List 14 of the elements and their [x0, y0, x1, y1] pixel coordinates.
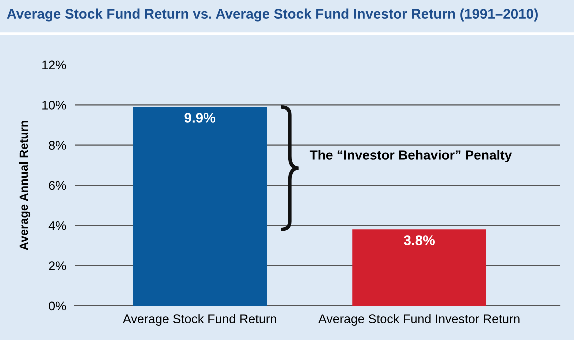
- x-tick-label: Average Stock Fund Return: [123, 314, 276, 326]
- y-axis-title: Average Annual Return: [19, 121, 31, 250]
- y-tick-label: 12%: [42, 60, 66, 70]
- annotation: The “Investor Behavior” Penalty: [310, 150, 512, 163]
- y-tick-label: 4%: [48, 222, 66, 230]
- x-tick-label: Average Stock Fund Investor Return: [318, 314, 520, 326]
- chart-title: Average Stock Fund Return vs. Average Stock Fund Investor Return (1991–2010): [7, 8, 538, 22]
- y-tick-label: 2%: [49, 262, 66, 270]
- data-label: 3.8%: [404, 236, 436, 246]
- y-tick-label: 0%: [49, 302, 66, 311]
- y-tick-label: 6%: [49, 181, 66, 190]
- data-label: 9.9%: [184, 113, 216, 123]
- y-tick-label: 8%: [49, 141, 66, 150]
- y-tick-label: 10%: [42, 100, 66, 110]
